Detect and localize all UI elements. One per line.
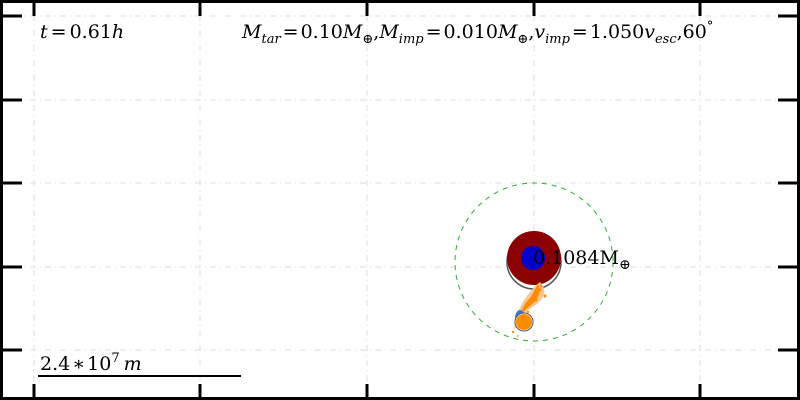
debris-particle [538, 288, 542, 292]
ejecta-core-stream [518, 284, 540, 322]
debris-particle [526, 310, 530, 314]
debris-particle [539, 284, 543, 288]
debris-particle [543, 294, 547, 298]
impactor-fragment [516, 314, 532, 330]
scale-bar-label: 2.4 ∗ 107 m [40, 351, 142, 375]
body-mass-label: 0.1084M⊕ [533, 247, 631, 273]
time-label: t = 0.61h [40, 21, 124, 43]
ejecta-stream [511, 282, 547, 338]
scale-bar: 2.4 ∗ 107 m [38, 351, 241, 377]
debris-particle [534, 298, 538, 302]
parameters-label: Mtar = 0.10M⊕,Mimp = 0.010M⊕,vimp = 1.050vesc,… [241, 19, 713, 47]
target-core [521, 246, 545, 270]
debris-particle [516, 334, 520, 338]
debris-particle [511, 330, 515, 334]
hill-sphere-circle [454, 182, 614, 342]
target-body [506, 231, 562, 290]
